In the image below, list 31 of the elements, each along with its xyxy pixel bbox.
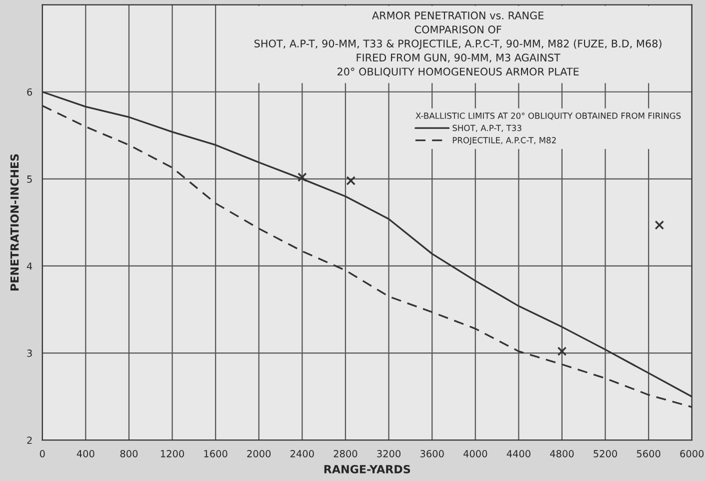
x-tick-label: 4800 bbox=[550, 450, 574, 458]
x-tick-label: 2800 bbox=[334, 450, 358, 458]
legend-label: PROJECTILE, A.P.C-T, M82 bbox=[452, 137, 556, 145]
point bbox=[654, 220, 664, 230]
y-tick-label: 2 bbox=[27, 436, 32, 444]
y-tick-label: 5 bbox=[27, 176, 32, 183]
x-tick-label: 5200 bbox=[594, 450, 618, 458]
y-tick-label: 3 bbox=[27, 350, 32, 357]
x-tick-label: 6000 bbox=[680, 450, 704, 458]
point bbox=[557, 346, 567, 356]
x-tick-label: 5600 bbox=[636, 450, 660, 458]
x-tick-label: 4400 bbox=[506, 450, 530, 458]
x-tick-label: 3200 bbox=[377, 450, 400, 458]
point bbox=[346, 176, 356, 186]
legend-title: X-BALLISTIC LIMITS AT 20° OBLIQUITY OBTAINED FROM FIRINGS bbox=[416, 112, 681, 120]
y-axis-title: PENETRATION-INCHES bbox=[10, 154, 19, 290]
text: ARMOR PENETRATION vs. RANGE COMPARISON OF SHOT, A.P-T, 90-MM, T33 & PROJECTILE, A.P.C-T, 90-MM, M82 (FUZE, B.D, M68) FIRED FROM GUN, 90-MM, M3 AGAINST 20° OBLIQUITY HOMOGENEOUS ARMOR PLATE bbox=[254, 12, 662, 77]
x-tick-label: 1600 bbox=[204, 450, 228, 458]
x-tick-label: 1200 bbox=[160, 450, 184, 458]
y-tick-label: 4 bbox=[26, 262, 32, 270]
x-tick-label: 400 bbox=[76, 450, 94, 458]
point bbox=[298, 172, 307, 182]
y-tick-label: 6 bbox=[27, 88, 32, 96]
legend-label: SHOT, A.P-T, T33 bbox=[452, 124, 522, 132]
x-tick-label: 800 bbox=[120, 450, 138, 458]
x-tick-label: 0 bbox=[40, 450, 45, 458]
x-axis-title: RANGE-YARDS bbox=[324, 465, 410, 474]
x-tick-label: 3600 bbox=[420, 450, 444, 458]
x-tick-label: 2000 bbox=[247, 450, 271, 458]
x-tick-label: 2400 bbox=[290, 450, 314, 458]
x-tick-label: 4000 bbox=[463, 450, 488, 458]
